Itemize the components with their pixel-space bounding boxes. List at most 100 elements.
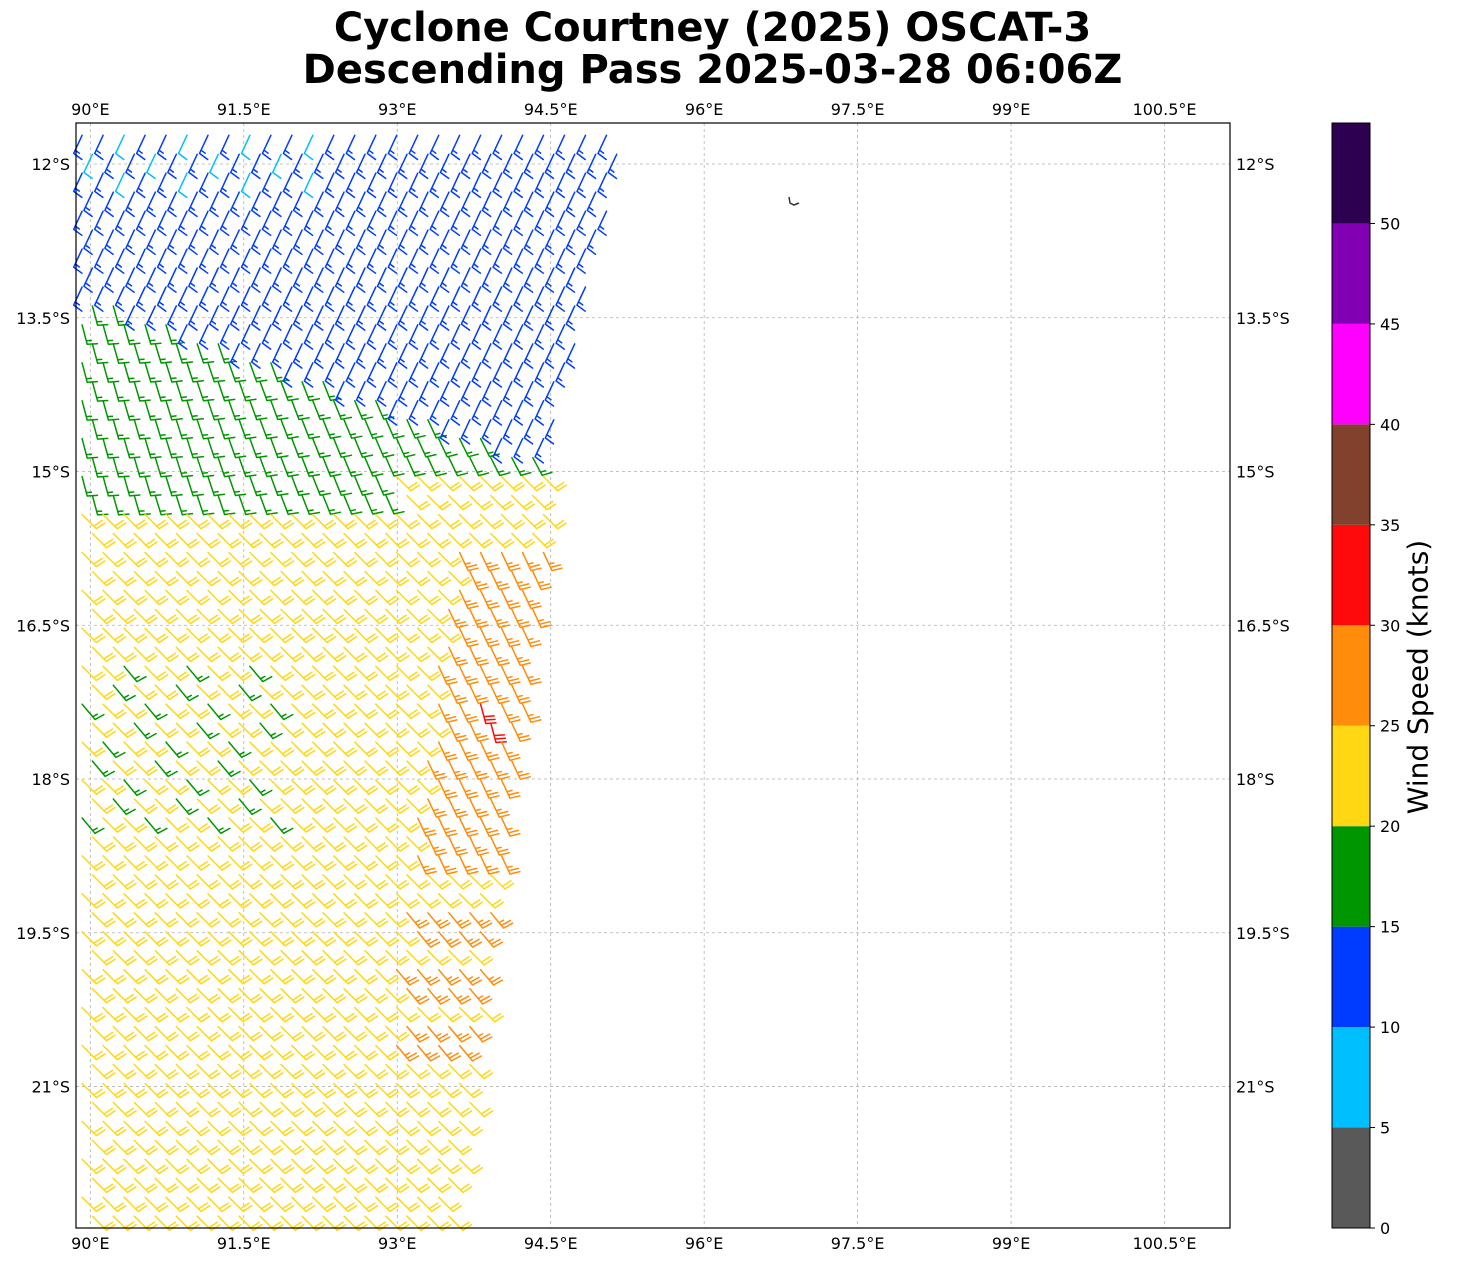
wind-barb xyxy=(228,437,247,459)
wind-barb xyxy=(460,153,471,180)
wind-barb xyxy=(270,703,294,721)
wind-barb xyxy=(196,798,221,814)
wind-barb xyxy=(416,817,437,837)
wind-barb xyxy=(259,760,284,776)
wind-barb xyxy=(238,760,263,776)
wind-barb xyxy=(125,191,136,218)
wind-barb xyxy=(523,191,534,218)
wind-barb xyxy=(186,362,205,383)
wind-barb xyxy=(81,324,99,346)
wind-barb xyxy=(334,267,345,293)
wind-barb xyxy=(259,949,284,966)
wind-barb xyxy=(312,437,331,459)
wind-barb xyxy=(91,949,116,966)
wind-barb xyxy=(500,589,521,610)
wind-barb xyxy=(91,419,109,440)
wind-barb xyxy=(301,419,321,440)
wind-barb xyxy=(513,134,524,161)
wind-barb xyxy=(416,1082,442,1099)
wind-barb xyxy=(303,210,314,237)
lat-tick-label-left: 19.5°S xyxy=(16,924,70,943)
wind-barb xyxy=(301,760,326,776)
wind-barb xyxy=(261,248,272,274)
wind-barb xyxy=(291,1158,316,1175)
wind-barb xyxy=(146,229,157,256)
wind-barb xyxy=(104,191,115,218)
wind-barb xyxy=(93,210,104,237)
wind-barb xyxy=(333,475,353,496)
wind-barb xyxy=(460,191,471,218)
wind-barb xyxy=(469,570,489,591)
wind-barb xyxy=(280,912,305,928)
wind-barb xyxy=(165,589,190,606)
wind-barb xyxy=(565,305,576,331)
wind-barb xyxy=(416,1158,442,1175)
wind-barb xyxy=(209,191,219,218)
wind-barb xyxy=(322,836,347,852)
wind-barb xyxy=(523,153,534,180)
wind-barb xyxy=(228,968,253,985)
wind-barb xyxy=(375,437,395,458)
wind-barb xyxy=(196,646,221,663)
wind-barb xyxy=(133,419,151,440)
wind-barb xyxy=(196,684,221,701)
wind-barb xyxy=(133,608,158,625)
wind-barb xyxy=(209,267,219,293)
wind-barb xyxy=(450,134,461,161)
wind-barb xyxy=(385,494,405,515)
wind-barb xyxy=(355,191,366,218)
wind-barb xyxy=(259,570,284,587)
wind-barb xyxy=(259,456,278,478)
wind-barb xyxy=(154,987,179,1004)
wind-barb xyxy=(500,703,521,724)
wind-barb xyxy=(207,703,231,721)
wind-barb xyxy=(217,532,242,549)
wind-barb xyxy=(364,646,389,663)
wind-barb xyxy=(196,570,221,587)
wind-barb xyxy=(259,1177,284,1194)
wind-barb xyxy=(196,874,221,890)
wind-barb xyxy=(280,646,305,663)
wind-barb xyxy=(217,722,242,739)
colorbar-tick-label: 45 xyxy=(1380,315,1400,334)
wind-barb xyxy=(154,1063,179,1080)
wind-barb xyxy=(427,912,451,929)
wind-barb xyxy=(500,513,525,530)
wind-barb xyxy=(229,191,240,218)
wind-barb xyxy=(81,1082,106,1099)
wind-barb xyxy=(81,855,106,871)
wind-barb xyxy=(259,1025,284,1042)
wind-barb xyxy=(104,267,115,293)
wind-barb xyxy=(217,874,242,890)
wind-barb xyxy=(186,437,205,459)
wind-barb xyxy=(555,286,566,312)
wind-barb xyxy=(395,968,420,986)
wind-barb xyxy=(175,1063,200,1080)
wind-barb xyxy=(303,286,314,312)
wind-barb xyxy=(354,968,379,985)
wind-barb xyxy=(270,968,295,985)
wind-barb xyxy=(469,949,494,966)
wind-barb xyxy=(228,475,247,497)
wind-barb xyxy=(196,760,221,776)
wind-barb xyxy=(123,513,148,530)
wind-barb xyxy=(385,1025,410,1042)
wind-barb xyxy=(385,949,410,966)
wind-barb xyxy=(154,1177,179,1194)
wind-barb xyxy=(354,665,379,682)
lon-tick-label-bottom: 97.5°E xyxy=(831,1234,885,1253)
wind-barb xyxy=(364,874,389,890)
wind-barb xyxy=(492,362,503,388)
wind-barb xyxy=(123,893,148,909)
wind-barb xyxy=(217,456,236,478)
wind-barb xyxy=(301,1139,326,1156)
wind-barb xyxy=(229,343,240,369)
wind-barb xyxy=(114,134,125,161)
wind-barb xyxy=(81,1196,106,1213)
axis-ticks: 90°E 90°E 91.5°E 91.5°E 93°E 93°E 94.5°E 94.5°E… xyxy=(16,100,1290,1253)
wind-barb xyxy=(458,893,484,909)
wind-barb xyxy=(91,456,109,478)
wind-barb xyxy=(406,419,426,439)
wind-barb xyxy=(102,589,127,606)
wind-barb xyxy=(165,1006,190,1023)
